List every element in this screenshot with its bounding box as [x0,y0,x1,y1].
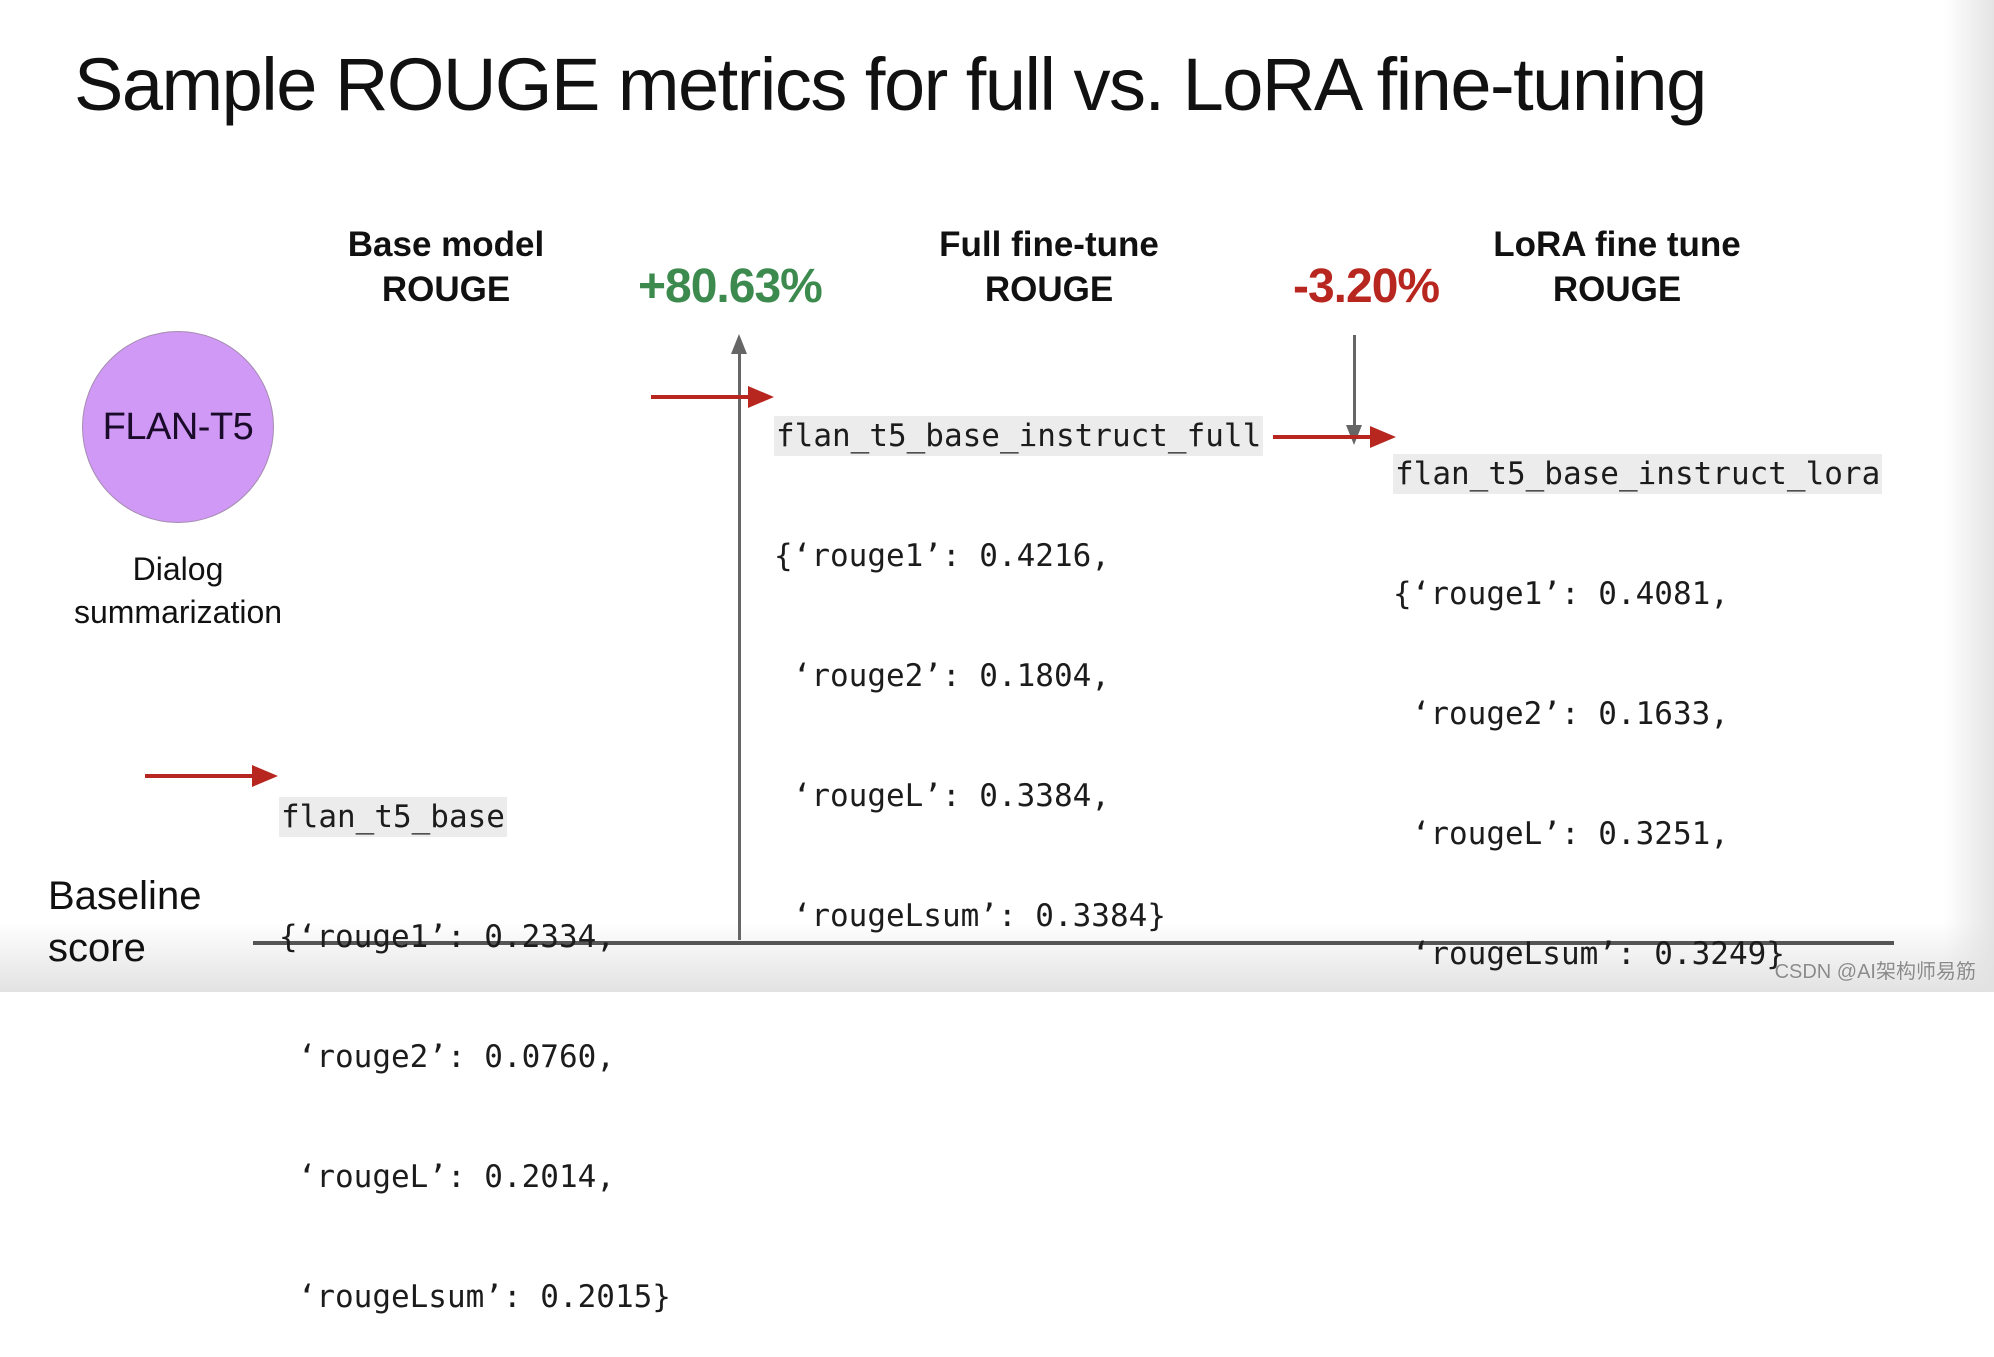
base-model-header-line1: Base model [347,225,545,264]
full-pointer-arrow [651,395,751,399]
lora-finetune-header: LoRA fine tune ROUGE [1467,222,1767,312]
lora-results-block: flan_t5_base_instruct_lora {‘rouge1’: 0.… [1393,374,1883,1014]
full-rougeLsum: ‘rougeLsum’: 0.3384} [774,898,1166,934]
full-pointer-arrow-icon [748,386,774,408]
base-rougeLsum: ‘rougeLsum’: 0.2015} [279,1279,671,1315]
lora-finetune-header-line1: LoRA fine tune [1493,225,1741,264]
up-arrow-icon [731,334,747,354]
full-rougeL: ‘rougeL’: 0.3384, [774,778,1110,814]
lora-rouge2: ‘rouge2’: 0.1633, [1393,696,1729,732]
base-results-block: flan_t5_base {‘rouge1’: 0.2334, ‘rouge2’… [279,717,671,1357]
full-finetune-header-line1: Full fine-tune [939,225,1159,264]
full-improvement-axis [738,352,741,940]
full-rouge2: ‘rouge2’: 0.1804, [774,658,1110,694]
full-finetune-header-line2: ROUGE [984,270,1114,309]
watermark: CSDN @AI架构师易筋 [1774,961,1976,983]
flan-t5-label: FLAN-T5 [102,405,254,448]
base-rougeL: ‘rougeL’: 0.2014, [279,1159,615,1195]
task-caption: Dialog summarization [40,548,316,634]
lora-vs-full-change: -3.20% [1293,260,1440,313]
base-rouge2: ‘rouge2’: 0.0760, [279,1039,615,1075]
task-caption-line2: summarization [73,594,283,630]
slide-title: Sample ROUGE metrics for full vs. LoRA f… [74,43,1707,126]
full-rouge1: {‘rouge1’: 0.4216, [774,538,1110,574]
lora-pointer-arrow-icon [1370,426,1396,448]
base-model-header: Base model ROUGE [330,222,562,312]
lora-model-name: flan_t5_base_instruct_lora [1393,454,1883,494]
task-caption-line1: Dialog [132,551,224,587]
baseline-label-line1: Baseline [48,874,202,918]
full-vs-base-change: +80.63% [638,260,823,313]
base-rouge1: {‘rouge1’: 0.2334, [279,919,615,955]
full-finetune-header: Full fine-tune ROUGE [909,222,1189,312]
bottom-edge-shade [0,922,1994,992]
full-model-name: flan_t5_base_instruct_full [774,416,1264,456]
base-model-header-line2: ROUGE [381,270,511,309]
base-pointer-arrow [145,774,255,778]
lora-rouge1: {‘rouge1’: 0.4081, [1393,576,1729,612]
right-edge-shade [1944,0,1994,992]
lora-pointer-arrow [1273,435,1373,439]
base-model-name: flan_t5_base [279,797,507,837]
lora-rougeLsum: ‘rougeLsum’: 0.3249} [1393,936,1785,972]
lora-finetune-header-line2: ROUGE [1552,270,1682,309]
baseline-score-label: Baseline score [48,870,201,974]
baseline-label-line2: score [48,926,146,970]
lora-rougeL: ‘rougeL’: 0.3251, [1393,816,1729,852]
base-pointer-arrow-icon [252,765,278,787]
full-results-block: flan_t5_base_instruct_full {‘rouge1’: 0.… [774,336,1264,976]
lora-change-axis [1353,335,1356,427]
flan-t5-model-circle: FLAN-T5 [82,331,274,523]
baseline-axis [253,941,1894,945]
